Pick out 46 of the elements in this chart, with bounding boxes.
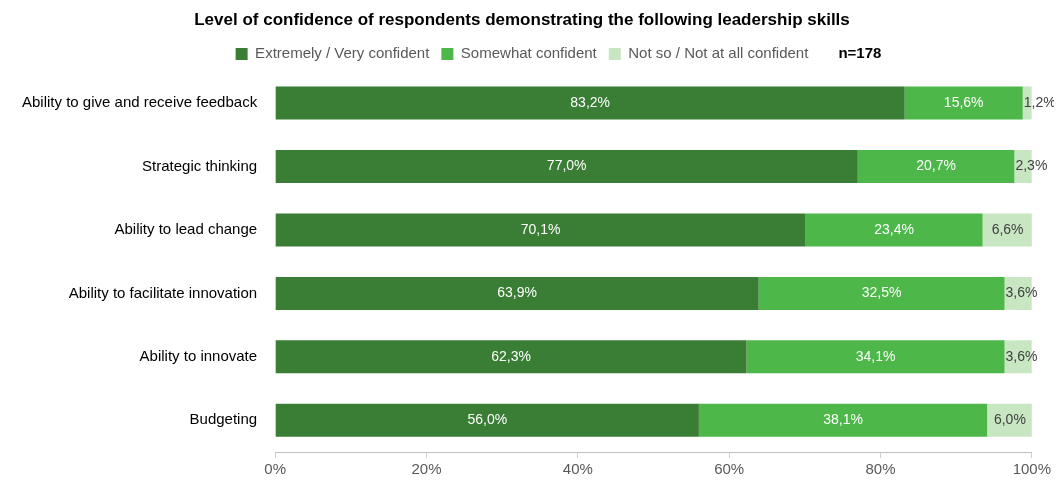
data-label: 77,0% [546, 157, 587, 174]
y-tick-label: Ability to innovate [139, 346, 258, 364]
bar [746, 340, 1005, 374]
data-label: 6,6% [991, 220, 1024, 237]
bar [275, 213, 806, 247]
y-tick-label: Ability to facilitate innovation [68, 283, 258, 301]
data-label: 56,0% [467, 411, 508, 428]
data-label: 23,4% [874, 220, 914, 237]
data-label: 34,1% [855, 347, 896, 364]
data-label: 63,9% [497, 284, 537, 301]
data-label: 2,3% [1015, 157, 1048, 174]
legend-label: Not so / Not at all confident [628, 44, 810, 62]
bar [275, 86, 905, 120]
x-tick-label: 0% [264, 460, 286, 478]
data-label: 38,1% [823, 411, 863, 428]
chart-title: Level of confidence of respondents demonstrating the following leadership skills [194, 9, 850, 29]
text: n=178 [838, 44, 882, 62]
data-label: 83,2% [570, 93, 611, 110]
bar [275, 403, 699, 437]
data-label: 6,0% [993, 411, 1026, 428]
data-label: 3,6% [1005, 347, 1038, 364]
bar [805, 213, 983, 247]
data-label: 15,6% [943, 93, 984, 110]
x-tick-label: 80% [865, 460, 896, 478]
bar [758, 276, 1005, 310]
y-tick-label: Ability to give and receive feedback [22, 93, 258, 111]
y-tick-label: Ability to lead change [114, 220, 258, 238]
data-label: 62,3% [491, 347, 531, 364]
data-label: 70,1% [520, 220, 561, 237]
data-label: 3,6% [1005, 284, 1038, 301]
data-label: 20,7% [916, 157, 956, 174]
bar [857, 150, 1015, 184]
bar [275, 150, 858, 184]
y-tick-label: Strategic thinking [142, 156, 258, 174]
legend-label: Somewhat confident [460, 44, 598, 62]
bar [904, 86, 1023, 120]
bar [698, 403, 988, 437]
data-label: 32,5% [861, 284, 902, 301]
x-tick-label: 40% [562, 460, 593, 478]
x-tick-label: 20% [411, 460, 442, 478]
bar [275, 276, 759, 310]
bar [275, 340, 747, 374]
x-tick-label: 100% [1012, 460, 1052, 478]
legend-label: Extremely / Very confident [255, 44, 431, 62]
y-tick-label: Budgeting [189, 410, 258, 428]
x-tick-label: 60% [714, 460, 745, 478]
